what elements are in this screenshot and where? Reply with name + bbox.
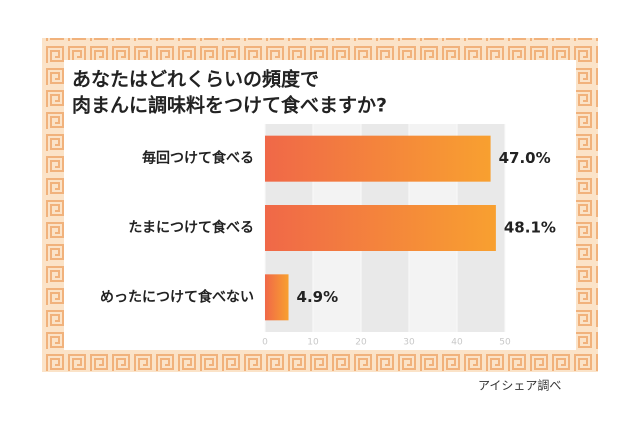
x-tick-label: 40 <box>451 338 463 348</box>
bar <box>265 274 289 321</box>
category-label: たまにつけて食べる <box>128 219 254 236</box>
x-tick-label: 20 <box>355 338 367 348</box>
source-note: アイシェア調べ <box>478 379 561 393</box>
chart-title: あなたはどれくらいの頻度で <box>72 68 319 91</box>
value-label: 48.1% <box>504 219 556 237</box>
x-tick-label: 0 <box>262 338 268 348</box>
bar <box>265 205 496 251</box>
category-label: めったにつけて食べない <box>100 288 254 305</box>
chart-title: 肉まんに調味料をつけて食べますか? <box>72 94 387 117</box>
x-tick-label: 30 <box>403 338 415 348</box>
bar <box>265 135 491 182</box>
x-tick-label: 50 <box>499 338 511 348</box>
value-label: 47.0% <box>499 149 551 167</box>
x-tick-label: 10 <box>307 338 319 348</box>
category-label: 毎回つけて食べる <box>142 150 254 167</box>
value-label: 4.9% <box>297 288 339 306</box>
